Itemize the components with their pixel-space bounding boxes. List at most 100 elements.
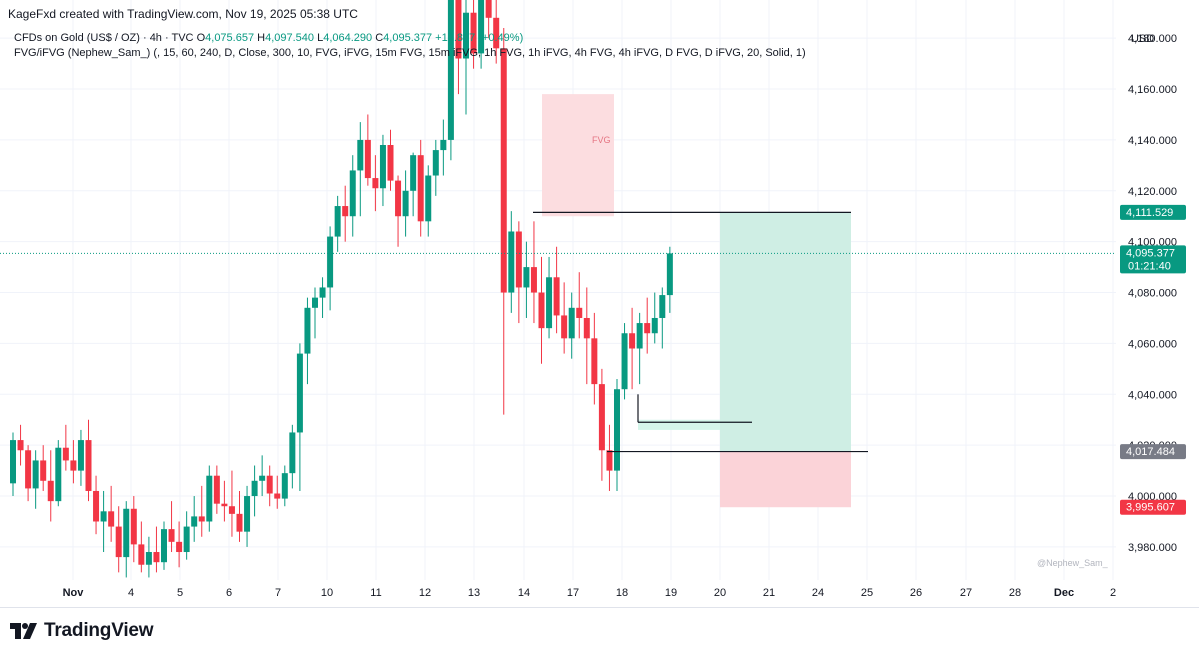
candle-body[interactable] — [93, 490, 100, 522]
candle-body[interactable] — [312, 297, 318, 308]
zone-bearish[interactable] — [542, 94, 614, 217]
candle-body[interactable] — [515, 231, 522, 288]
candle-body[interactable] — [176, 541, 183, 553]
candle-body[interactable] — [221, 503, 228, 507]
candle-body[interactable] — [379, 145, 386, 189]
candle-body[interactable] — [606, 450, 613, 471]
candle-body[interactable] — [644, 323, 651, 334]
candle-body[interactable] — [364, 139, 371, 179]
candle-body[interactable] — [251, 480, 258, 497]
indicator-name[interactable]: FVG/iFVG (Nephew_Sam_) — [14, 47, 151, 59]
candle-body[interactable] — [508, 231, 515, 293]
candle-body[interactable] — [168, 529, 175, 542]
candle-body[interactable] — [206, 475, 213, 522]
candle-body[interactable] — [304, 307, 311, 354]
candle-body[interactable] — [410, 155, 417, 191]
candle-body[interactable] — [666, 253, 673, 296]
candle-body[interactable] — [236, 513, 243, 532]
candle-body[interactable] — [319, 287, 326, 298]
candle-body[interactable] — [32, 460, 39, 489]
candle-body[interactable] — [629, 333, 636, 349]
candle-body[interactable] — [327, 236, 334, 288]
candle-body[interactable] — [85, 440, 92, 491]
candle-body[interactable] — [523, 267, 530, 288]
candle-body[interactable] — [576, 307, 583, 318]
candle-body[interactable] — [395, 180, 402, 217]
candle-body[interactable] — [228, 506, 235, 514]
candle-body[interactable] — [334, 206, 341, 237]
price-label[interactable] — [1120, 499, 1186, 515]
candle-body[interactable] — [130, 508, 137, 545]
candle-body[interactable] — [485, 0, 492, 18]
candle-body[interactable] — [417, 155, 424, 222]
price-label[interactable] — [1120, 204, 1186, 220]
currency-label[interactable]: USD — [1131, 33, 1155, 45]
candle-body[interactable] — [478, 0, 485, 54]
candle-body[interactable] — [183, 526, 190, 553]
candle-body[interactable] — [17, 440, 24, 451]
candle-body[interactable] — [70, 460, 77, 471]
candle-body[interactable] — [77, 440, 84, 471]
candle-body[interactable] — [500, 48, 507, 293]
candle-body[interactable] — [153, 552, 160, 563]
symbol-name[interactable]: CFDs on Gold (US$ / OZ) · 4h · TVC — [14, 32, 194, 44]
candle-body[interactable] — [349, 170, 356, 217]
candle-body[interactable] — [62, 447, 69, 461]
candle-body[interactable] — [289, 432, 296, 474]
candle-body[interactable] — [636, 323, 643, 349]
candle-body[interactable] — [100, 511, 107, 522]
candle-body[interactable] — [425, 175, 432, 222]
price-label[interactable] — [1120, 444, 1186, 460]
candle-body[interactable] — [55, 447, 62, 502]
candle-body[interactable] — [621, 333, 628, 390]
candle-body[interactable] — [145, 552, 152, 565]
candle-body[interactable] — [123, 508, 130, 558]
candle-body[interactable] — [161, 529, 167, 563]
candle-body[interactable] — [440, 139, 447, 151]
symbol-legend[interactable]: CFDs on Gold (US$ / OZ) · 4h · TVC O4,07… — [14, 32, 523, 44]
candle-body[interactable] — [493, 17, 500, 49]
tradingview-logo[interactable]: TradingView — [10, 620, 154, 642]
candle-body[interactable] — [568, 307, 575, 339]
zone-stop[interactable] — [720, 451, 851, 508]
candle-body[interactable] — [10, 440, 16, 484]
candle-body[interactable] — [259, 475, 266, 481]
candle-body[interactable] — [591, 338, 598, 385]
candle-body[interactable] — [342, 206, 349, 217]
candle-body[interactable] — [115, 526, 122, 558]
candle-body[interactable] — [463, 12, 469, 59]
candle-body[interactable] — [530, 267, 537, 293]
candle-body[interactable] — [191, 516, 198, 527]
zone-target[interactable] — [720, 212, 851, 452]
candle-body[interactable] — [281, 473, 288, 499]
candle-body[interactable] — [447, 0, 454, 140]
candle-body[interactable] — [25, 450, 32, 489]
candle-body[interactable] — [659, 295, 666, 318]
candle-body[interactable] — [47, 480, 54, 502]
candle-body[interactable] — [432, 150, 439, 176]
candle-body[interactable] — [198, 516, 205, 522]
candle-body[interactable] — [108, 511, 115, 527]
candle-body[interactable] — [553, 277, 560, 316]
candle-body[interactable] — [455, 0, 462, 59]
candle-body[interactable] — [296, 353, 303, 433]
candle-body[interactable] — [598, 384, 605, 451]
candle-body[interactable] — [213, 475, 220, 504]
candle-body[interactable] — [387, 145, 394, 181]
candle-body[interactable] — [40, 460, 47, 481]
indicator-legend[interactable]: FVG/iFVG (Nephew_Sam_) (, 15, 60, 240, D… — [14, 47, 806, 59]
candle-body[interactable] — [372, 178, 379, 189]
candle-body[interactable] — [138, 544, 145, 565]
candle-body[interactable] — [583, 317, 590, 339]
candle-body[interactable] — [266, 475, 273, 494]
candle-body[interactable] — [402, 190, 409, 217]
candle-body[interactable] — [538, 292, 545, 329]
candle-body[interactable] — [274, 493, 281, 499]
candle-body[interactable] — [244, 496, 251, 532]
candle-body[interactable] — [546, 277, 553, 329]
candle-body[interactable] — [651, 317, 658, 334]
candle-body[interactable] — [614, 389, 620, 471]
price-label[interactable] — [1120, 245, 1186, 274]
candle-body[interactable] — [561, 315, 568, 339]
